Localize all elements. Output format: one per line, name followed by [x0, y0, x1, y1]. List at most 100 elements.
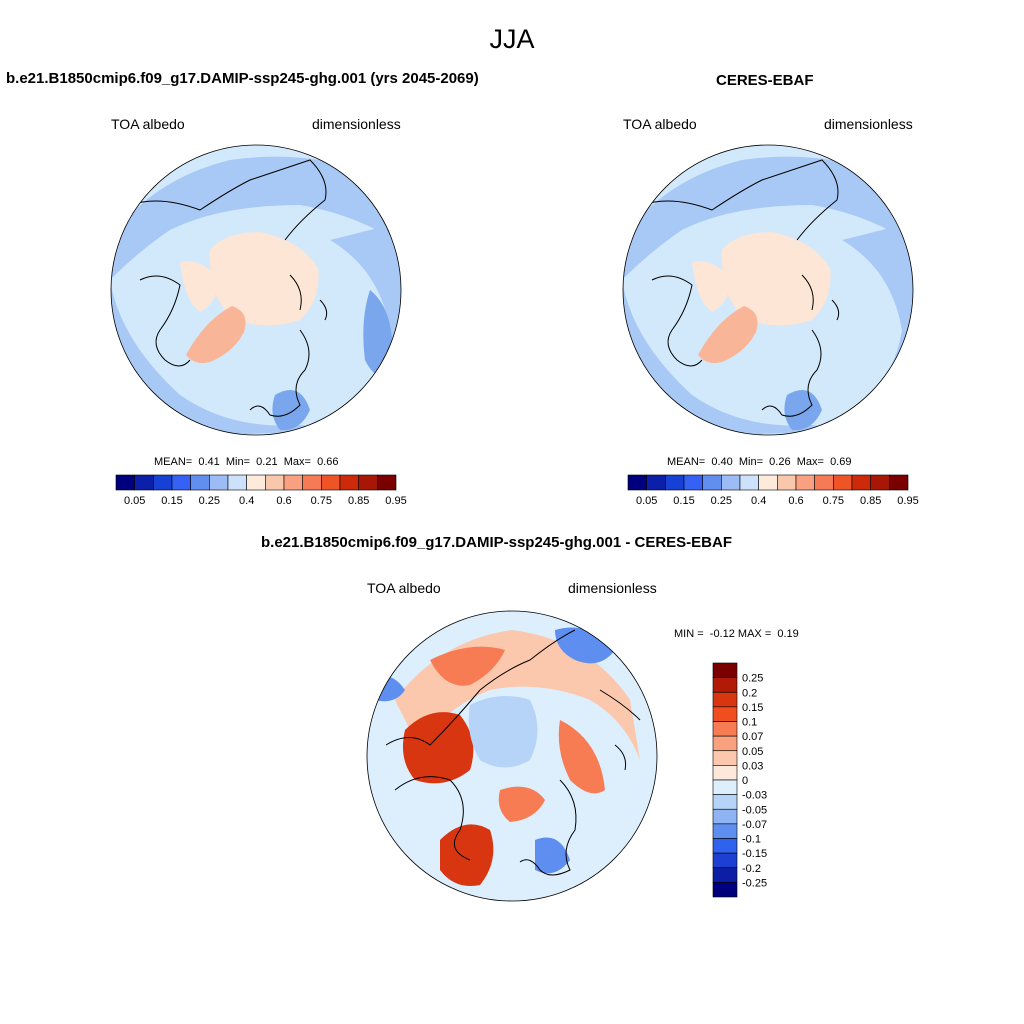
panel1-colorbar-tick-label: 0.05	[124, 495, 145, 507]
panel1-max-label: Max=	[283, 456, 311, 468]
panel3-colorbar-tick-label: 0.25	[742, 673, 763, 685]
panel3-map-border	[366, 610, 658, 902]
panel2-mean-value: 0.40	[711, 456, 733, 468]
panel1-colorbar-swatch	[358, 474, 378, 491]
panel2-deep-patch	[784, 390, 822, 431]
panel1-variable-label: TOA albedo	[111, 116, 185, 132]
panel3-colorbar-swatch	[712, 882, 738, 898]
panel3-variable-label: TOA albedo	[367, 580, 441, 596]
panel2-mean-label: MEAN=	[667, 456, 706, 468]
panel3-colorbar: 0.25 0.2 0.15 0.1 0.07 0.05 0.03 0 -0.03 -0.05 -0.…	[712, 662, 767, 898]
panel2-map-border	[622, 144, 914, 436]
panel1-colorbar-swatch	[153, 474, 173, 491]
panel3-colorbar-tick-label: 0.2	[742, 687, 757, 699]
panel2-colorbar-tick-label: 0.95	[897, 495, 918, 507]
panel3-coastline-a	[385, 629, 576, 746]
panel2-units-label: dimensionless	[824, 116, 913, 132]
panel2-colorbar-swatch	[702, 474, 722, 491]
panel1-colorbar-swatch	[302, 474, 322, 491]
panel1-max-value: 0.66	[317, 456, 339, 468]
panel1-colorbar-tick-label: 0.85	[348, 495, 369, 507]
panel1-colorbar-swatch	[246, 474, 266, 491]
panel3-colorbar-swatch	[712, 691, 738, 708]
season-title: JJA	[489, 24, 535, 54]
panel1-colorbar-tick-label: 0.4	[239, 495, 254, 507]
panel3-pos-strong-archipelago	[402, 712, 474, 784]
panel3-colorbar-tick-label: -0.05	[742, 804, 767, 816]
panel1-colorbar-swatch	[339, 474, 359, 491]
panel2-colorbar-swatch	[777, 474, 797, 491]
panel3-coastline-d	[599, 689, 641, 771]
panel2-variable-label: TOA albedo	[623, 116, 697, 132]
panel2-colorbar-swatch	[739, 474, 759, 491]
panel2-coastline-d	[801, 274, 840, 321]
panel1-mean-label: MEAN=	[154, 456, 193, 468]
panel2-greenland	[698, 306, 758, 364]
panel3-colorbar-tick-label: -0.03	[742, 790, 767, 802]
panel2-colorbar-swatch	[721, 474, 741, 491]
panel1-mean-value: 0.41	[198, 456, 220, 468]
panel2-colorbar-swatch	[683, 474, 703, 491]
panel2-min-value: 0.26	[769, 456, 791, 468]
panel2-arctic-ice	[721, 232, 831, 326]
panel2-colorbar-tick-label: 0.75	[823, 495, 844, 507]
panel2-max-value: 0.69	[830, 456, 852, 468]
panel3-coastline-b	[394, 776, 471, 861]
panel3-colorbar-swatch	[712, 706, 738, 722]
panel3-colorbar-tick-label: -0.2	[742, 863, 761, 875]
panel2-max-label: Max=	[796, 456, 824, 468]
panel1-colorbar-tick-label: 0.75	[311, 495, 332, 507]
panel1-units-label: dimensionless	[312, 116, 401, 132]
panel3-units-label: dimensionless	[568, 580, 657, 596]
panel2-colorbar-tick-label: 0.85	[860, 495, 881, 507]
panel3-max-value: 0.19	[777, 628, 799, 640]
panel1-colorbar-tick-label: 0.25	[199, 495, 220, 507]
panel2-colorbar-swatch	[870, 474, 890, 491]
panel1-colorbar-swatch	[190, 474, 210, 491]
panel2-colorbar-swatch	[814, 474, 834, 491]
panel1-colorbar-tick-label: 0.6	[276, 495, 291, 507]
panel2-colorbar-tick-label: 0.05	[636, 495, 657, 507]
panel3-colorbar-swatch	[712, 765, 738, 781]
panel1-colorbar-swatch	[283, 474, 303, 491]
panel1-colorbar-tick-label: 0.15	[161, 495, 182, 507]
panel3-colorbar-swatch	[712, 735, 738, 752]
panel3-colorbar-swatch	[712, 662, 738, 678]
panel3-colorbar-swatch	[712, 838, 738, 854]
panel3-colorbar-tick-label: -0.25	[742, 877, 767, 889]
panel3-stats: MIN = -0.12 MAX = 0.19	[674, 628, 799, 640]
panel3-min-label: MIN =	[674, 628, 704, 640]
panel1-map	[110, 144, 402, 436]
panel3-colorbar-tick-label: 0.15	[742, 702, 763, 714]
panel2-colorbar-swatch	[627, 474, 647, 491]
panel3-colorbar-tick-label: 0.1	[742, 717, 757, 729]
panel1-coastline-d	[289, 274, 328, 321]
panel2-colorbar: 0.05 0.15 0.25 0.4 0.6 0.75 0.85 0.95	[627, 474, 919, 507]
panel1-colorbar-swatch	[321, 474, 341, 491]
panel2-colorbar-swatch	[665, 474, 685, 491]
panel2-colorbar-swatch	[646, 474, 666, 491]
panel2-colorbar-tick-label: 0.25	[711, 495, 732, 507]
panel2-colorbar-swatch	[833, 474, 853, 491]
panel1-title: b.e21.B1850cmip6.f09_g17.DAMIP-ssp245-gh…	[6, 70, 479, 87]
panel3-pos-strong-greenland	[440, 824, 494, 886]
panel3-colorbar-swatch	[712, 721, 738, 737]
panel2-archipelago	[692, 261, 729, 312]
panel1-colorbar: 0.05 0.15 0.25 0.4 0.6 0.75 0.85 0.95	[115, 474, 407, 507]
panel3-colorbar-swatch	[712, 852, 738, 869]
panel2-colorbar-tick-label: 0.4	[751, 495, 766, 507]
panel1-colorbar-swatch	[134, 474, 154, 491]
panel3-colorbar-swatch	[712, 823, 738, 839]
panel1-colorbar-swatch	[377, 474, 397, 491]
panel3-colorbar-tick-label: 0	[742, 775, 748, 787]
panel2-colorbar-swatch	[758, 474, 778, 491]
panel2-colorbar-swatch	[851, 474, 871, 491]
panel1-greenland	[186, 306, 246, 364]
panel3-colorbar-tick-label: 0.05	[742, 746, 763, 758]
panel3-pos-mid-a	[430, 646, 505, 686]
panel1-arctic-ice	[209, 232, 319, 326]
panel1-colorbar-tick-label: 0.95	[385, 495, 406, 507]
panel3-colorbar-swatch	[712, 808, 738, 825]
panel1-stats: MEAN= 0.41 Min= 0.21 Max= 0.66	[154, 456, 338, 468]
